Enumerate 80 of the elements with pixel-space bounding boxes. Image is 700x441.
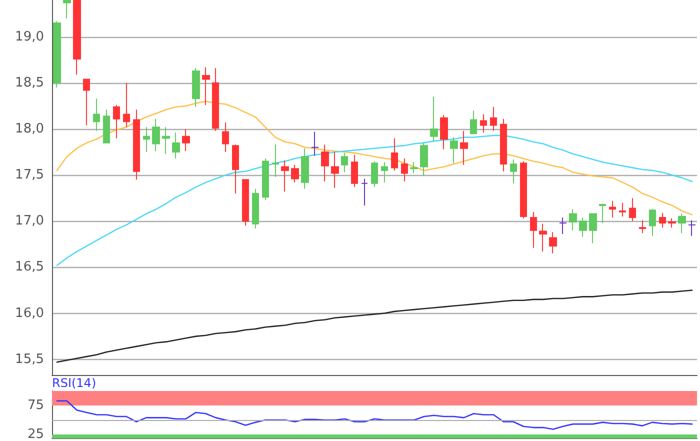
candlestick <box>133 109 140 180</box>
candlestick <box>232 144 239 194</box>
candlestick <box>311 131 319 156</box>
candlestick <box>649 208 656 236</box>
y-tick-label: 16,5 <box>15 260 44 275</box>
candlestick <box>73 0 81 76</box>
candlestick <box>252 188 259 229</box>
candlestick <box>688 220 696 236</box>
candlestick <box>539 223 547 252</box>
candlestick <box>291 164 299 183</box>
line-series <box>56 134 693 266</box>
candlestick <box>381 162 388 183</box>
candlestick <box>202 66 210 106</box>
candlestick <box>450 136 458 164</box>
candlestick <box>182 128 190 152</box>
candlestick <box>619 202 626 218</box>
line-series <box>56 400 693 430</box>
candlestick <box>341 152 348 173</box>
candlestick <box>490 106 497 132</box>
candlestick <box>599 203 606 224</box>
candlestick <box>629 198 636 222</box>
line-series <box>56 100 693 216</box>
candlestick <box>371 160 378 188</box>
y-tick-label: 16,0 <box>15 306 44 321</box>
candlestick <box>212 68 219 132</box>
candlestick <box>410 162 418 174</box>
candlestick <box>331 152 339 188</box>
y-tick-label: 25 <box>27 427 44 441</box>
candlestick <box>192 68 200 108</box>
candlestick <box>123 82 130 128</box>
candlestick <box>222 122 229 153</box>
candlestick <box>470 110 477 134</box>
y-tick-label: 17,5 <box>15 168 44 183</box>
candlestick <box>440 114 448 150</box>
candlestick <box>152 118 160 152</box>
candlestick <box>480 114 487 134</box>
candlestick <box>668 218 676 228</box>
candlestick <box>609 200 616 218</box>
candlestick <box>321 144 329 182</box>
candlestick <box>93 98 100 132</box>
candlestick <box>460 130 468 166</box>
candlestick <box>301 148 309 190</box>
candlestick <box>559 216 567 235</box>
candlestick <box>281 160 289 192</box>
y-tick-label: 17,0 <box>15 214 44 229</box>
y-tick-label: 18,5 <box>15 75 44 90</box>
candlestick <box>510 158 517 184</box>
candlestick <box>262 158 269 200</box>
candlestick <box>361 178 368 206</box>
candlestick <box>272 144 279 178</box>
candlestick <box>430 96 438 142</box>
candlestick <box>678 213 686 234</box>
candlestick <box>549 232 557 254</box>
y-tick-label: 75 <box>27 398 44 413</box>
y-tick-label: 15,5 <box>15 352 44 367</box>
candlestick <box>113 104 120 139</box>
candlestick <box>589 213 597 244</box>
candlestick <box>639 220 646 234</box>
candlestick <box>63 0 71 19</box>
candlestick <box>500 118 507 172</box>
y-tick-label: 19,0 <box>15 29 44 44</box>
candlestick <box>401 158 408 182</box>
candlestick <box>520 160 527 219</box>
candlestick <box>420 142 428 176</box>
y-tick-label: 18,0 <box>15 121 44 136</box>
candlestick <box>103 109 110 144</box>
candlestick <box>162 126 170 154</box>
candlestick <box>172 132 180 159</box>
line-series <box>56 290 693 363</box>
chart-title: RSI(14) <box>52 376 96 390</box>
candlestick <box>391 138 398 171</box>
candlestick <box>659 212 666 228</box>
candlestick <box>351 154 358 188</box>
candlestick <box>242 179 249 226</box>
candlestick <box>530 211 537 248</box>
candlestick <box>579 216 587 238</box>
candlestick <box>83 78 90 126</box>
candlestick <box>143 126 150 153</box>
candlestick <box>53 20 61 88</box>
candlestick <box>569 208 577 231</box>
